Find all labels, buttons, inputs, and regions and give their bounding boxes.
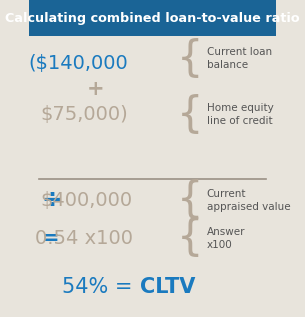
Text: $400,000: $400,000: [41, 191, 133, 210]
FancyBboxPatch shape: [29, 0, 276, 36]
Text: {: {: [177, 217, 204, 259]
Text: 54% =: 54% =: [62, 277, 133, 297]
Text: Home equity
line of credit: Home equity line of credit: [207, 103, 274, 126]
Text: ($140,000: ($140,000: [28, 54, 128, 73]
Text: {: {: [177, 94, 204, 136]
Text: ÷: ÷: [41, 188, 62, 212]
Text: $75,000): $75,000): [40, 105, 128, 124]
Text: {: {: [177, 38, 204, 80]
Text: Answer
x100: Answer x100: [207, 227, 245, 250]
Text: {: {: [177, 179, 204, 221]
Text: +: +: [87, 79, 105, 100]
Text: 0.54 x100: 0.54 x100: [35, 229, 133, 248]
Text: Current loan
balance: Current loan balance: [207, 47, 272, 70]
Text: =: =: [43, 229, 59, 248]
Text: CLTV: CLTV: [140, 277, 196, 297]
Text: Calculating combined loan-to-value ratio: Calculating combined loan-to-value ratio: [5, 12, 300, 25]
Text: Current
appraised value: Current appraised value: [207, 189, 290, 212]
